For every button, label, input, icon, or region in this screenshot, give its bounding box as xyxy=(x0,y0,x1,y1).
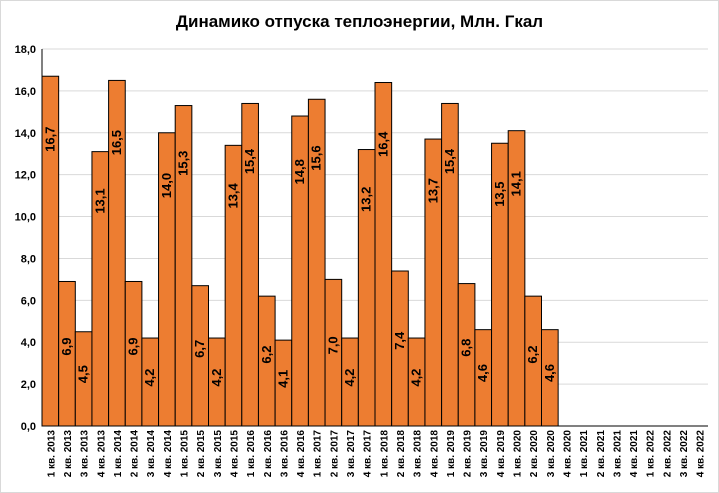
x-tick-label: 2 кв. 2020 xyxy=(529,430,540,478)
data-label: 13,1 xyxy=(92,188,107,213)
data-label: 6,2 xyxy=(259,346,274,364)
x-tick-label: 3 кв. 2016 xyxy=(279,430,290,478)
data-label: 14,1 xyxy=(509,171,524,196)
x-tick-label: 2 кв. 2019 xyxy=(463,430,474,478)
data-label: 7,4 xyxy=(392,331,407,350)
x-tick-label: 2 кв. 2016 xyxy=(263,430,274,478)
x-tick-label: 4 кв. 2018 xyxy=(429,430,440,478)
data-label: 4,6 xyxy=(542,364,557,382)
y-tick-label: 12,0 xyxy=(15,170,36,182)
data-label: 6,7 xyxy=(192,340,207,358)
data-label: 6,9 xyxy=(59,337,74,355)
data-label: 4,2 xyxy=(342,369,357,387)
data-label: 13,2 xyxy=(359,187,374,212)
x-tick-label: 3 кв. 2013 xyxy=(80,430,91,478)
data-label: 4,6 xyxy=(475,364,490,382)
data-label: 16,5 xyxy=(109,130,124,155)
x-tick-label: 2 кв. 2014 xyxy=(130,430,141,478)
x-tick-label: 2 кв. 2013 xyxy=(63,430,74,478)
y-tick-label: 6,0 xyxy=(21,295,36,307)
data-label: 4,2 xyxy=(142,369,157,387)
y-tick-label: 4,0 xyxy=(21,337,36,349)
x-tick-label: 4 кв. 2014 xyxy=(163,430,174,478)
data-label: 4,2 xyxy=(209,369,224,387)
x-tick-label: 1 кв. 2022 xyxy=(646,430,657,478)
y-tick-label: 2,0 xyxy=(21,379,36,391)
x-tick-label: 3 кв. 2015 xyxy=(213,430,224,478)
data-label: 13,7 xyxy=(425,178,440,203)
x-tick-label: 2 кв. 2015 xyxy=(196,430,207,478)
x-tick-label: 1 кв. 2018 xyxy=(379,430,390,478)
y-tick-label: 14,0 xyxy=(15,128,36,140)
x-tick-label: 4 кв. 2021 xyxy=(629,430,640,478)
data-label: 15,4 xyxy=(242,148,257,174)
x-tick-label: 4 кв. 2016 xyxy=(296,430,307,478)
y-tick-label: 10,0 xyxy=(15,212,36,224)
x-tick-label: 4 кв. 2022 xyxy=(696,430,707,478)
data-label: 4,2 xyxy=(409,369,424,387)
data-label: 4,5 xyxy=(76,365,91,383)
x-tick-label: 3 кв. 2017 xyxy=(346,430,357,478)
data-label: 6,8 xyxy=(459,339,474,357)
data-label: 13,4 xyxy=(225,182,240,208)
x-tick-labels: 1 кв. 2013 2 кв. 2013 3 кв. 2013 4 кв. 2013… xyxy=(46,430,706,478)
y-tick-label: 8,0 xyxy=(21,253,36,265)
data-label: 6,9 xyxy=(126,337,141,355)
data-label: 13,5 xyxy=(492,181,507,206)
x-tick-label: 3 кв. 2022 xyxy=(679,430,690,478)
axes xyxy=(41,49,708,427)
x-tick-label: 4 кв. 2013 xyxy=(96,430,107,478)
x-tick-label: 3 кв. 2018 xyxy=(413,430,424,478)
data-label: 15,4 xyxy=(442,148,457,174)
x-tick-label: 4 кв. 2019 xyxy=(496,430,507,478)
data-label: 4,1 xyxy=(275,370,290,388)
x-tick-label: 2 кв. 2018 xyxy=(396,430,407,478)
data-label: 15,6 xyxy=(309,145,324,170)
y-tick-label: 16,0 xyxy=(15,86,36,98)
data-labels: 16,76,94,513,116,56,94,214,015,36,74,213… xyxy=(42,127,557,388)
x-tick-label: 1 кв. 2015 xyxy=(180,430,191,478)
x-tick-label: 1 кв. 2014 xyxy=(113,430,124,478)
x-tick-label: 3 кв. 2019 xyxy=(479,430,490,478)
chart-title: Динамико отпуска теплоэнергии, Млн. Гкал xyxy=(175,12,544,31)
y-tick-label: 18,0 xyxy=(15,44,36,56)
data-label: 6,2 xyxy=(525,346,540,364)
x-tick-label: 2 кв. 2017 xyxy=(329,430,340,478)
data-label: 16,7 xyxy=(42,127,57,152)
data-label: 7,0 xyxy=(325,336,340,354)
x-tick-label: 2 кв. 2021 xyxy=(596,430,607,478)
x-tick-label: 2 кв. 2022 xyxy=(662,430,673,478)
y-tick-label: 0,0 xyxy=(21,421,36,433)
data-label: 14,0 xyxy=(159,173,174,198)
x-tick-label: 4 кв. 2015 xyxy=(229,430,240,478)
x-tick-label: 3 кв. 2021 xyxy=(612,430,623,478)
y-tick-labels: 0,0 2,0 4,0 6,0 8,0 10,0 12,0 14,0 16,0 18,0 xyxy=(15,44,36,433)
data-label: 14,8 xyxy=(292,159,307,184)
x-tick-label: 1 кв. 2016 xyxy=(246,430,257,478)
x-tick-label: 3 кв. 2014 xyxy=(146,430,157,478)
x-tick-label: 1 кв. 2019 xyxy=(446,430,457,478)
x-tick-label: 1 кв. 2021 xyxy=(579,430,590,478)
bars xyxy=(41,75,559,427)
data-label: 16,4 xyxy=(375,131,390,157)
data-label: 15,3 xyxy=(176,151,191,176)
x-tick-label: 1 кв. 2020 xyxy=(513,430,524,478)
x-tick-label: 3 кв. 2020 xyxy=(546,430,557,478)
x-tick-label: 4 кв. 2017 xyxy=(363,430,374,478)
x-tick-label: 4 кв. 2020 xyxy=(562,430,573,478)
x-tick-label: 1 кв. 2017 xyxy=(313,430,324,478)
x-tick-label: 1 кв. 2013 xyxy=(46,430,57,478)
